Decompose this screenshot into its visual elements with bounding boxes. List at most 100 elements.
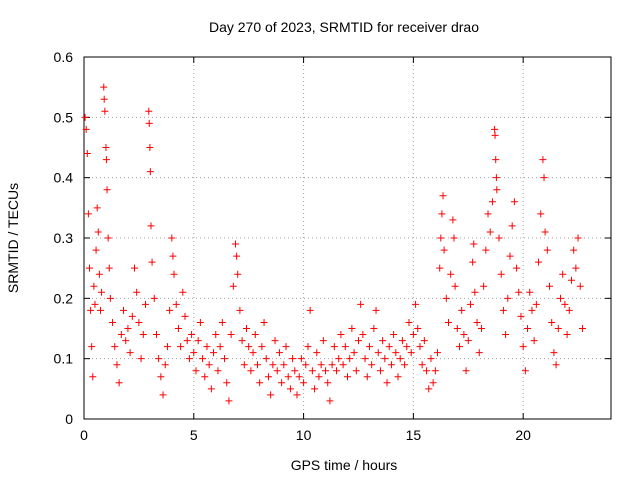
data-point [91,300,99,308]
axis-ticks: 0 0.1 0.2 0.3 0.4 0.5 0.6 0 5 10 15 20 [54,49,611,443]
data-point [508,222,516,230]
data-point [453,325,461,332]
data-point [565,306,573,314]
data-point [238,337,246,345]
data-point [470,240,478,248]
data-point [166,306,174,314]
data-point [267,391,275,399]
data-point [133,288,141,296]
data-point [126,349,134,357]
y-axis-label: SRMTID / TECUs [5,183,21,293]
data-point [269,361,277,369]
data-point [159,391,167,399]
data-point [264,373,272,381]
data-point [350,349,358,357]
data-point [242,325,250,332]
data-point [199,355,207,363]
data-point [339,361,347,369]
chart-title: Day 270 of 2023, SRMTID for receiver dra… [209,19,479,35]
data-point [486,228,494,236]
data-point [278,379,286,387]
data-point [451,282,459,290]
y-tick-label: 0.4 [54,170,74,186]
data-point [185,355,193,363]
data-point [258,343,266,351]
data-point [183,337,191,345]
data-point [449,216,457,224]
data-point [163,343,171,351]
data-point [517,312,525,320]
data-point [381,355,389,363]
grid-lines [84,57,611,419]
data-point [425,385,433,393]
data-point [90,282,98,290]
data-point [578,325,586,332]
data-point [240,361,248,369]
data-point [216,343,224,351]
data-point [480,282,488,290]
data-point [210,349,218,357]
data-point [548,318,556,326]
data-point [100,95,108,103]
data-point [249,349,257,357]
data-point [251,331,259,339]
data-point [88,343,96,351]
data-point [120,306,128,314]
data-point [232,240,240,248]
data-point [385,343,393,351]
data-point [499,306,507,314]
data-point [81,113,89,121]
data-point [293,391,301,399]
data-point [473,318,481,326]
data-point [95,270,103,278]
data-point [148,258,156,266]
data-point [98,288,106,296]
data-point [471,288,479,296]
data-point [497,270,505,278]
data-point [572,264,580,272]
data-point [147,222,155,230]
data-point [330,343,338,351]
data-point [145,107,153,115]
data-point [493,186,501,194]
data-point [383,379,391,387]
data-point [304,343,312,351]
data-point [469,258,477,266]
data-point [168,234,176,242]
data-point [289,355,297,363]
data-point [311,385,319,393]
data-point [139,331,147,339]
data-point [414,325,422,332]
data-point [442,294,450,302]
data-point [319,337,327,345]
data-point [492,174,500,182]
data-point [169,252,177,260]
y-tick-label: 0.2 [54,290,74,306]
data-point [434,349,442,357]
data-point [401,361,409,369]
data-point [157,373,165,381]
data-point [570,246,578,254]
data-point [150,294,158,302]
data-point [445,318,453,326]
data-point [212,331,220,339]
data-point [106,294,114,302]
data-point [137,355,145,363]
data-point [100,83,108,91]
data-point [117,331,125,339]
data-point [181,312,189,320]
data-point [357,300,365,308]
y-tick-label: 0.1 [54,351,74,367]
data-point [464,337,472,345]
data-point [437,234,445,242]
y-tick-label: 0.5 [54,109,74,125]
data-point [515,288,523,296]
data-point [541,228,549,236]
data-point [528,306,536,314]
data-point [85,264,93,272]
data-point [253,361,261,369]
data-point [504,294,512,302]
data-point [286,385,294,393]
data-point [513,264,521,272]
data-point [145,119,153,127]
